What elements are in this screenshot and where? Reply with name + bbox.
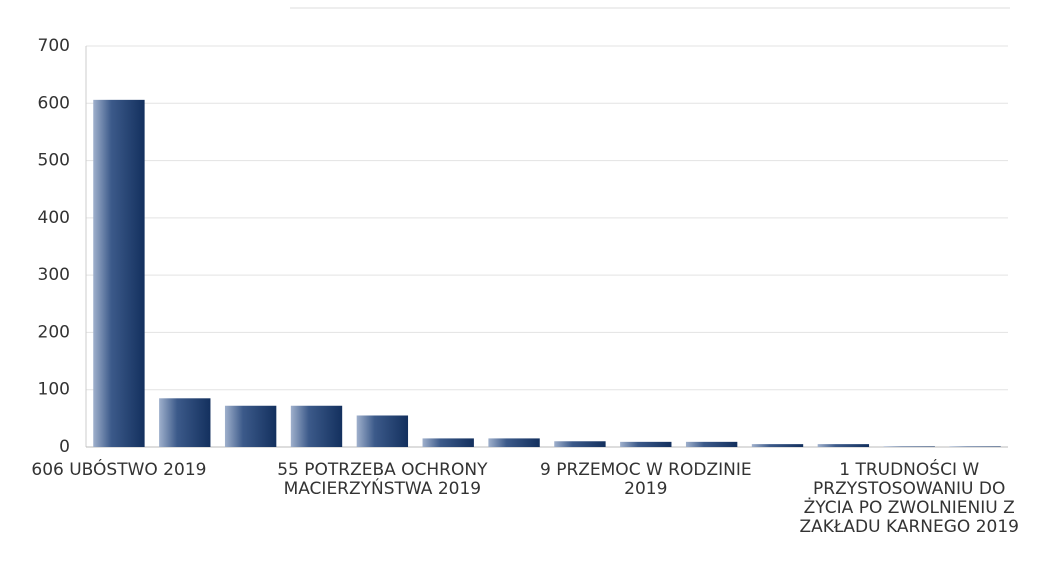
bar <box>422 438 474 447</box>
bar <box>685 441 738 447</box>
y-tick-label: 400 <box>38 208 70 228</box>
y-tick-label: 0 <box>59 437 70 457</box>
bar <box>290 405 343 447</box>
bar <box>554 441 606 447</box>
x-tick-label: 606 UBÓSTWO 2019 <box>31 460 207 480</box>
bar <box>949 446 1001 447</box>
x-tick-label: 9 PRZEMOC W RODZINIE 2019 <box>539 460 752 499</box>
bar <box>488 438 540 447</box>
bar <box>356 415 409 447</box>
x-tick-label: 55 POTRZEBA OCHRONY MACIERZYŃSTWA 2019 <box>277 460 488 499</box>
y-tick-label: 600 <box>38 93 70 113</box>
bar <box>883 446 935 447</box>
y-tick-label: 100 <box>38 380 70 400</box>
bar <box>817 444 870 447</box>
bar <box>93 99 145 447</box>
y-tick-label: 300 <box>38 265 70 285</box>
bar <box>751 444 804 447</box>
bar <box>620 441 672 447</box>
y-tick-label: 500 <box>38 151 70 171</box>
y-tick-label: 200 <box>38 322 70 342</box>
bar <box>224 405 277 447</box>
x-tick-label: 1 TRUDNOŚCI W PRZYSTOSOWANIU DO ŻYCIA PO… <box>799 460 1019 537</box>
y-tick-label: 700 <box>38 36 70 56</box>
bar <box>159 398 211 447</box>
